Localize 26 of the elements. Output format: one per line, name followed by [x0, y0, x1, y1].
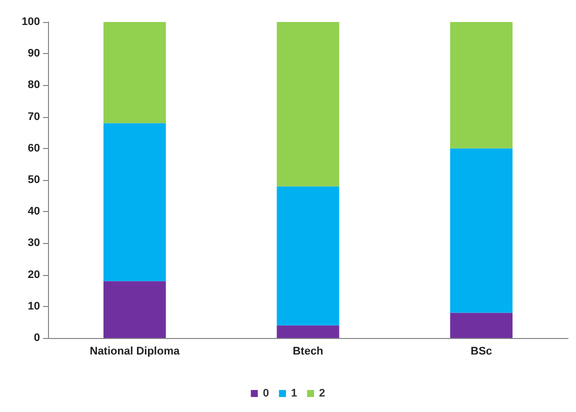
y-tick-label: 0	[34, 332, 40, 344]
bar	[103, 123, 166, 282]
y-tick-label: 20	[28, 268, 40, 281]
bar	[276, 325, 340, 338]
bar	[103, 281, 166, 338]
y-tick-label: 90	[28, 48, 40, 60]
x-tick-label: National Diploma	[90, 346, 180, 358]
bar	[450, 312, 513, 338]
y-tick-label: 70	[28, 110, 40, 123]
bar	[103, 22, 166, 124]
x-tick-label: BSc	[470, 346, 492, 358]
y-tick-label: 10	[28, 300, 40, 312]
y-tick-label: 60	[28, 142, 40, 154]
y-tick-label: 100	[22, 16, 40, 28]
bar	[276, 186, 340, 326]
y-tick-label: 40	[28, 206, 40, 218]
bar	[450, 148, 513, 313]
legend-label: 1	[290, 388, 298, 400]
x-tick-label: Btech	[292, 346, 324, 358]
bar	[276, 22, 340, 186]
y-tick-label: 50	[28, 174, 40, 186]
bar	[450, 22, 513, 148]
legend-label: 0	[262, 388, 269, 400]
y-tick-label: 80	[28, 79, 40, 92]
legend-label: 2	[319, 388, 326, 400]
y-tick-label: 30	[28, 237, 40, 250]
